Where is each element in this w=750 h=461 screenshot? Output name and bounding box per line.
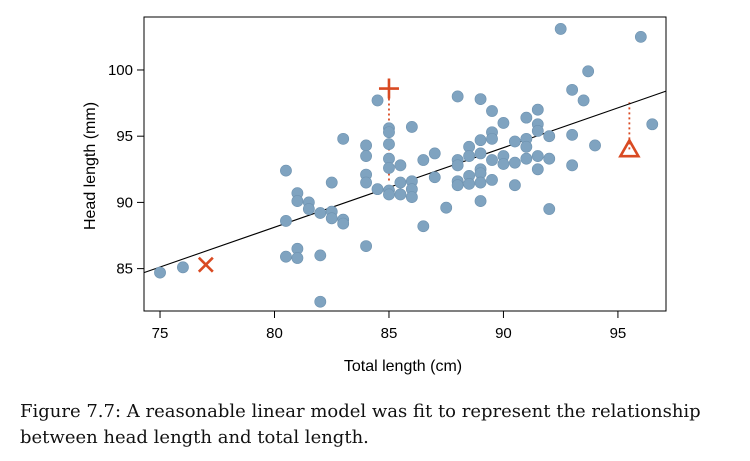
data-point [405,121,418,133]
data-point [497,158,510,170]
data-point [383,138,395,151]
data-point [486,154,498,166]
x-marker [197,256,214,273]
data-point [371,183,384,196]
data-point [360,240,372,253]
data-point [543,152,556,165]
scatter-chart: 75 80 85 90 95 85 90 95 100 Total length (cm) He… [82,16,667,375]
data-point [451,159,464,172]
data-point [428,171,441,184]
data-point [451,179,464,192]
data-point [428,147,441,160]
data-point [486,105,498,117]
data-point [508,135,521,148]
data-point [474,134,487,147]
data-point [360,176,372,189]
data-point [474,93,487,106]
data-point [531,163,544,176]
data-point [280,250,292,263]
x-tick-label: 80 [266,325,283,342]
data-point [154,266,166,279]
data-point [554,23,567,35]
triangle-marker [618,137,641,158]
data-point [531,124,544,137]
data-point [325,212,338,225]
data-point [314,207,327,219]
data-point [383,126,395,139]
data-point [302,203,315,215]
y-tick-label: 85 [116,261,133,278]
data-point [508,179,521,192]
data-point [508,156,521,169]
data-point [474,147,487,160]
data-point [497,117,510,129]
data-point [417,220,430,233]
y-axis-label: Head length (mm) [82,102,99,230]
axes: 75 80 85 90 95 85 90 95 100 [108,16,667,342]
x-tick-label: 85 [381,325,398,342]
data-point [291,252,304,264]
data-point [440,201,453,214]
plot-frame [143,16,667,312]
data-point [451,90,464,103]
data-point [543,130,556,143]
data-point [337,132,350,145]
data-point [486,132,498,145]
data-point [520,140,533,153]
residual-lines [388,88,631,182]
figure-caption: Figure 7.7: A reasonable linear model wa… [20,401,701,448]
y-tick-label: 100 [108,62,133,79]
data-point [371,94,384,107]
data-point [474,195,487,207]
data-point [543,203,556,215]
data-point [383,188,395,201]
plus-marker [378,78,399,99]
data-point [360,150,372,162]
data-points [154,23,659,308]
data-point [566,128,579,141]
data-point [405,191,418,204]
data-point [325,176,338,189]
data-point [463,150,476,162]
data-point [566,159,579,172]
data-point [646,118,659,131]
data-point [360,139,372,152]
data-point [463,177,476,190]
data-point [520,111,533,124]
data-point [520,152,533,165]
data-point [474,176,487,189]
data-point [291,195,304,207]
data-point [383,162,395,174]
data-point [314,295,327,308]
data-point [177,261,189,274]
data-point [577,94,590,107]
data-point [589,139,601,152]
data-point [531,150,544,162]
highlighted-markers [197,78,641,273]
data-point [582,65,595,78]
data-point [280,215,292,227]
x-tick-label: 75 [152,325,169,342]
data-point [394,159,407,172]
data-point [566,83,579,96]
data-point [337,217,350,230]
data-point [486,173,498,186]
data-point [417,154,430,166]
data-point [394,176,407,189]
data-point [394,188,407,201]
y-tick-label: 90 [116,194,133,211]
x-axis-label: Total length (cm) [344,358,462,375]
data-point [314,249,327,262]
x-tick-label: 95 [610,325,627,342]
data-point [280,164,292,177]
data-point [531,103,544,116]
x-tick-label: 90 [495,325,512,342]
y-tick-label: 95 [116,128,133,145]
data-point [634,30,647,43]
